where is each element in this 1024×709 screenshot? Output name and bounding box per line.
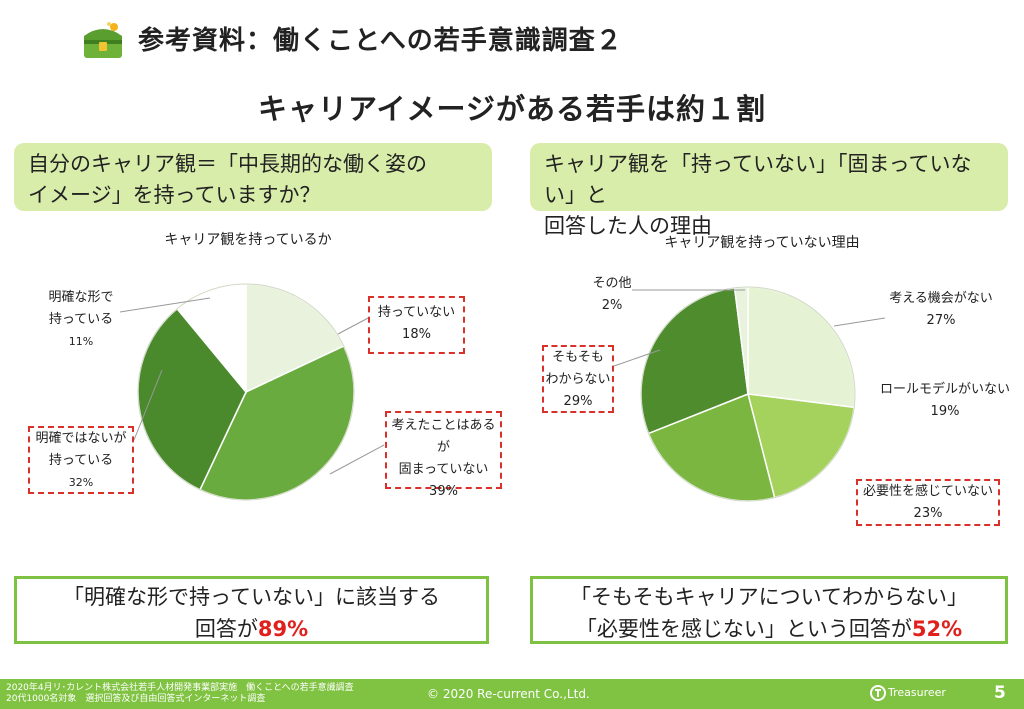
slice-label: ロールモデルがいない [879, 382, 1010, 397]
slice-label: 考えたことはあるが [391, 418, 496, 455]
slice-label: そもそも [552, 350, 604, 365]
right-result-prefix: 「必要性を感じない」という回答が [575, 617, 912, 641]
slice-value: 23% [913, 506, 943, 521]
slice-value: 32% [68, 476, 94, 489]
leader-line [337, 316, 371, 335]
footer-note-line1: 2020年4月リ･カレント株式会社若手人材開発事業部実施 働くことへの若手意識調… [6, 683, 354, 693]
left-question-box: 自分のキャリア観＝「中長期的な働く姿の イメージ」を持っていますか？ [14, 143, 492, 211]
slice-value: 19% [930, 404, 960, 419]
pie-outline [640, 286, 856, 502]
treasure-chest-icon [84, 22, 122, 58]
right-question-box: キャリア観を「持っていない」「固まっていない」と 回答した人の理由 [530, 143, 1008, 238]
page-number: 5 [994, 683, 1006, 703]
slice-label: 持っている [48, 453, 114, 468]
slice-value: 29% [563, 394, 593, 409]
slice-label: その他 [592, 276, 632, 291]
slice-value: 39% [429, 484, 458, 499]
left-chart-title: キャリア観を持っているか [164, 232, 332, 248]
right-chart-title: キャリア観を持っていない理由 [664, 235, 860, 251]
slice-label: 固まっていない [398, 462, 489, 477]
left-result-prefix: 回答が [194, 617, 258, 641]
right-result-value: 52% [911, 617, 963, 641]
left-result-box: 「明確な形で持っていない」に該当する 回答が89% [14, 576, 489, 644]
pie-outline [137, 283, 355, 501]
slice-value: 11% [68, 335, 94, 348]
footer-note: 2020年4月リ･カレント株式会社若手人材開発事業部実施 働くことへの若手意識調… [6, 683, 354, 705]
slice-label: 必要性を感じていない [862, 484, 993, 499]
slice-label: 持っている [48, 312, 114, 327]
pie-slice [747, 286, 856, 409]
left-pie-chart [137, 283, 355, 501]
left-result-line1: 「明確な形で持っていない」に該当する [63, 585, 440, 609]
leader-line [119, 297, 211, 313]
left-result-line2: 回答が89% [17, 613, 486, 645]
right-question-line1: キャリア観を「持っていない」「固まっていない」と [544, 152, 972, 207]
footer-bar [0, 679, 1024, 709]
right-question-line2: 回答した人の理由 [544, 214, 712, 238]
left-result-value: 89% [257, 617, 309, 641]
right-result-box: 「そもそもキャリアについてわからない」 「必要性を感じない」という回答が52% [530, 576, 1008, 644]
label-no-rolemodel: ロールモデルがいない 19% [874, 379, 1016, 423]
slice-label: 明確な形で [48, 290, 114, 305]
slice-label: 持っていない [377, 305, 456, 320]
right-pie-chart [640, 286, 856, 502]
slice-value: 18% [402, 327, 431, 342]
leader-lines [119, 289, 886, 475]
slice-label: 明確ではないが [35, 431, 127, 446]
brand-name: Treasureer [888, 686, 946, 699]
label-not-have: 持っていない 18% [368, 296, 465, 354]
label-clear-have: 明確な形で 持っている 11% [32, 287, 130, 353]
label-dont-know: そもそも わからない 29% [542, 345, 614, 413]
left-question-line2: イメージ」を持っていますか？ [28, 183, 321, 207]
footer-note-line2: 20代1000名対象 選択回答及び自由回答式インターネット調査 [6, 694, 266, 704]
slice-value: 2% [601, 298, 623, 313]
label-other: その他 2% [586, 273, 638, 317]
leader-line [833, 317, 886, 327]
slice-label: 考える機会がない [889, 291, 993, 306]
label-no-need: 必要性を感じていない 23% [856, 479, 1000, 526]
label-not-solid: 考えたことはあるが 固まっていない 39% [385, 411, 502, 499]
leader-line [329, 444, 385, 475]
slice-label: わからない [545, 372, 611, 387]
label-no-chance: 考える機会がない 27% [876, 288, 1006, 332]
slice-value: 27% [926, 313, 956, 328]
right-result-line2: 「必要性を感じない」という回答が52% [533, 613, 1005, 645]
left-question-line1: 自分のキャリア観＝「中長期的な働く姿の [28, 152, 427, 176]
copyright: © 2020 Re-current Co.,Ltd. [427, 687, 590, 701]
headline: キャリアイメージがある若手は約１割 [258, 92, 766, 126]
leader-line [613, 349, 661, 367]
page-title: 参考資料：働くことへの若手意識調査２ [138, 26, 623, 56]
leader-line [133, 369, 163, 441]
brand-logo-icon [870, 685, 886, 701]
right-result-line1: 「そもそもキャリアについてわからない」 [570, 585, 968, 609]
label-unclear-have: 明確ではないが 持っている 32% [28, 426, 134, 494]
